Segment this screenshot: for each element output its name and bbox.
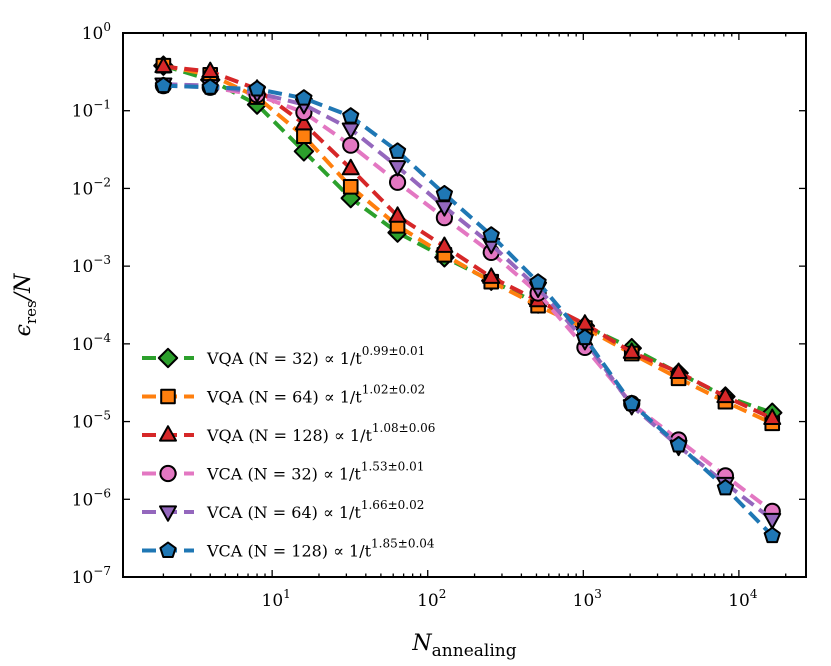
data-point [201, 78, 219, 95]
data-point [296, 128, 312, 144]
legend-entry: VCA (N = 32) ∝ 1/t1.53±0.01 [142, 460, 424, 484]
y-tick-label: 10−5 [72, 409, 111, 433]
legend-entry: VQA (N = 64) ∝ 1/t1.02±0.02 [142, 383, 425, 407]
y-tick-label: 100 [82, 20, 111, 44]
legend-label: VCA (N = 64) ∝ 1/t1.66±0.02 [206, 498, 424, 522]
data-point [763, 512, 782, 530]
legend-entry: VCA (N = 128) ∝ 1/t1.85±0.04 [142, 537, 435, 561]
x-tick-label: 104 [728, 587, 758, 611]
data-point [716, 386, 735, 404]
series-5 [154, 77, 782, 530]
legend: VQA (N = 32) ∝ 1/t0.99±0.01 VQA (N = 64) … [142, 344, 435, 561]
axes-frame [122, 32, 807, 578]
x-tick-label: 102 [417, 587, 446, 611]
y-tick-label: 10−1 [72, 98, 111, 122]
data-point [341, 122, 360, 139]
legend-marker [159, 505, 177, 522]
plot-frame [122, 32, 807, 578]
x-tick-label: 103 [573, 587, 602, 611]
data-point [295, 89, 313, 106]
series-3 [154, 56, 782, 425]
data-point [482, 267, 501, 284]
y-tick-label: 10−7 [72, 564, 111, 588]
data-point [388, 160, 407, 177]
legend-marker [159, 541, 177, 558]
data-point [763, 526, 781, 544]
y-tick-label: 10−3 [72, 253, 111, 277]
data-point [622, 342, 641, 359]
legend-entry: VCA (N = 64) ∝ 1/t1.66±0.02 [142, 498, 424, 522]
data-point [623, 394, 641, 412]
data-point [576, 328, 594, 346]
legend-marker [159, 425, 177, 442]
series-line [163, 83, 774, 513]
series-6 [154, 76, 781, 544]
data-point [341, 158, 360, 176]
legend-label: VQA (N = 32) ∝ 1/t0.99±0.01 [206, 344, 425, 368]
legend-label: VCA (N = 128) ∝ 1/t1.85±0.04 [206, 537, 435, 561]
series-layer [153, 55, 783, 544]
data-point [342, 178, 359, 195]
data-point [388, 173, 407, 191]
data-point [482, 226, 500, 243]
data-point [716, 478, 735, 496]
data-point [435, 184, 454, 202]
legend-entry: VQA (N = 32) ∝ 1/t0.99±0.01 [142, 344, 425, 369]
data-point [388, 142, 407, 159]
data-point [201, 61, 220, 79]
data-point [154, 76, 172, 94]
data-point [248, 80, 266, 97]
x-tick-label: 101 [262, 587, 291, 611]
legend-marker [157, 347, 179, 369]
legend-label: VQA (N = 128) ∝ 1/t1.08±0.06 [206, 421, 435, 445]
axis-ticks: 101 102 103 104 100 10−1 10−2 10−3 10−4 10−5 10−6 1… [72, 20, 806, 611]
x-axis-label: Nannealing [411, 631, 516, 661]
data-point [294, 113, 313, 131]
data-point [342, 136, 360, 154]
y-tick-label: 10−6 [72, 486, 111, 510]
data-point [669, 435, 688, 453]
y-tick-label: 10−4 [72, 331, 112, 355]
legend-label: VCA (N = 32) ∝ 1/t1.53±0.01 [206, 460, 424, 484]
data-point [154, 56, 173, 74]
data-point [435, 236, 454, 253]
data-point [763, 408, 782, 425]
legend-marker [160, 388, 176, 405]
data-point [529, 273, 547, 290]
legend-label: VQA (N = 64) ∝ 1/t1.02±0.02 [206, 383, 425, 407]
y-tick-label: 10−2 [72, 175, 111, 199]
data-point [293, 141, 315, 162]
data-point [669, 362, 688, 379]
legend-entry: VQA (N = 128) ∝ 1/t1.08±0.06 [142, 421, 435, 445]
legend-marker [159, 464, 177, 483]
axis-labels: Nannealing ϵres/N [11, 273, 517, 661]
data-point [388, 206, 407, 223]
y-axis-label: ϵres/N [11, 273, 40, 336]
series-line [163, 83, 774, 538]
data-point [342, 107, 360, 124]
series-line [163, 82, 774, 522]
